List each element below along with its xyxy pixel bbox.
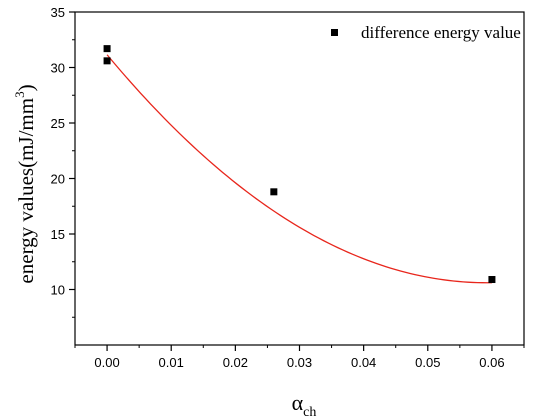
- x-tick-label: 0.02: [223, 355, 248, 370]
- x-axis-title: αch: [292, 390, 317, 420]
- x-axis-title-subscript: ch: [303, 405, 316, 420]
- x-tick-label: 0.06: [479, 355, 504, 370]
- x-tick-label: 0.03: [287, 355, 312, 370]
- y-axis-title: energy values(mJ/mm3): [12, 84, 38, 283]
- legend: difference energy value: [331, 23, 521, 42]
- data-point: [488, 276, 496, 284]
- y-tick-label: 35: [51, 5, 65, 20]
- y-tick-label: 15: [51, 227, 65, 242]
- y-axis-title-superscript: 3: [12, 91, 27, 98]
- ticks: 0.00 0.01 0.02 0.03 0.04 0.05 0.06 10 15 20 25 30 35: [51, 5, 525, 370]
- fit-curve: [106, 54, 492, 284]
- data-point: [103, 57, 111, 65]
- y-axis-title-close: ): [14, 84, 38, 91]
- x-axis-title-main: α: [292, 390, 304, 415]
- fit-curve-group: [106, 54, 492, 284]
- y-axis-title-main: energy values(mJ/mm: [14, 98, 38, 284]
- data-point: [270, 188, 278, 196]
- y-tick-label: 20: [51, 172, 65, 187]
- y-tick-label: 25: [51, 116, 65, 131]
- data-points: [103, 45, 496, 284]
- x-tick-label: 0.04: [351, 355, 376, 370]
- data-point: [103, 45, 111, 53]
- x-tick-label: 0.05: [415, 355, 440, 370]
- plot-frame: [74, 11, 525, 346]
- x-tick-label: 0.00: [94, 355, 119, 370]
- axes: [74, 11, 525, 346]
- legend-label: difference energy value: [361, 23, 521, 42]
- legend-marker: [331, 29, 338, 36]
- x-tick-label: 0.01: [159, 355, 184, 370]
- y-tick-label: 30: [51, 61, 65, 76]
- y-tick-label: 10: [51, 283, 65, 298]
